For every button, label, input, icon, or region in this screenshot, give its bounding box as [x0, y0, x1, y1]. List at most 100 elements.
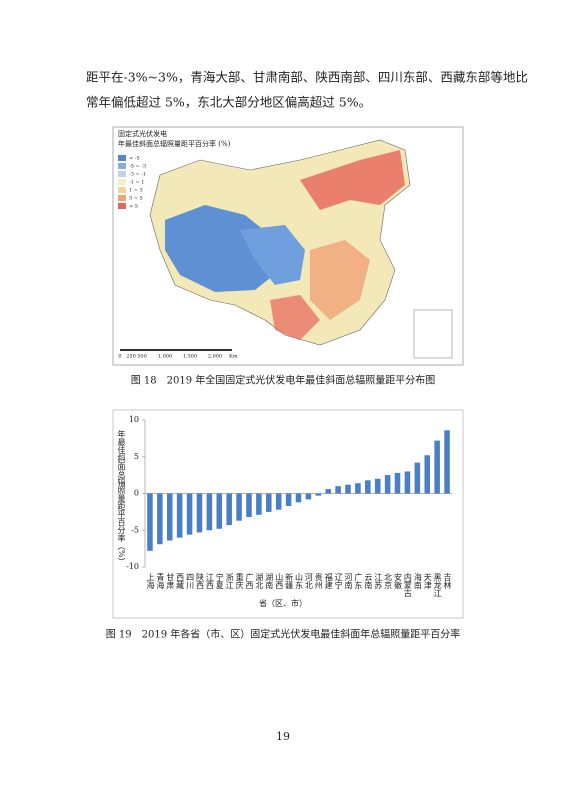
- bar: [335, 486, 341, 494]
- x-tick-label: 河南: [344, 572, 353, 589]
- bar: [216, 493, 223, 529]
- paragraph-line: 距平在-3%~3%，青海大部、甘肃南部、陕西南部、四川东部、西藏东部等地比: [86, 70, 528, 85]
- bar: [374, 478, 381, 494]
- map-title: 年最佳斜面总辐照量距平百分率 (%): [118, 139, 231, 148]
- scale-label: 500: [137, 354, 147, 360]
- figure-caption: 图 19 2019 年各省（市、区）固定式光伏发电最佳斜面年总辐照量距平百分率: [106, 628, 461, 641]
- legend-swatch: [118, 195, 126, 201]
- legend-label: 3 ~ 5: [129, 196, 143, 202]
- map-region: [300, 150, 405, 210]
- y-tick-label: 10: [129, 415, 139, 424]
- x-tick-label: 浙江: [225, 572, 234, 590]
- x-tick-label: 新疆: [285, 572, 294, 590]
- bar: [325, 489, 331, 494]
- bar: [166, 493, 173, 541]
- x-tick-label: 西藏: [176, 573, 185, 590]
- paragraph-line: 常年偏低超过 5%，东北大部分地区偏高超过 5%。: [86, 95, 371, 110]
- scale-unit: Km: [229, 354, 238, 360]
- map-title: 固定式光伏发电: [118, 129, 167, 138]
- legend-label: > 5: [129, 204, 138, 210]
- legend-swatch: [118, 155, 126, 161]
- bar: [246, 493, 252, 518]
- x-tick-label: 安徽: [394, 572, 403, 590]
- x-tick-label: 广东: [354, 572, 363, 589]
- legend-swatch: [118, 187, 126, 193]
- scale-label: 0: [118, 354, 121, 360]
- bar: [295, 493, 302, 503]
- bar: [226, 493, 232, 526]
- x-tick-label: 天津: [423, 573, 432, 590]
- x-tick-label: 吉林: [443, 573, 452, 590]
- legend-swatch: [118, 163, 126, 169]
- x-tick-label: 山东: [295, 572, 304, 589]
- x-tick-label: 江苏: [374, 573, 383, 590]
- x-tick-label: 宁夏: [215, 572, 224, 589]
- bar: [256, 493, 262, 515]
- bar: [424, 455, 431, 494]
- legend-label: -1 ~ 1: [129, 180, 144, 186]
- legend-label: -3 ~ -1: [129, 172, 146, 178]
- bar: [384, 475, 391, 494]
- x-tick-label: 福建: [324, 573, 333, 590]
- map-region: [165, 205, 280, 292]
- bar: [315, 493, 322, 496]
- x-tick-label: 甘肃: [166, 572, 175, 590]
- bar: [147, 493, 153, 551]
- x-tick-label: 黑龙江: [433, 573, 442, 598]
- bar: [285, 493, 292, 506]
- x-tick-label: 河北: [304, 572, 313, 590]
- bar: [434, 440, 440, 494]
- page-number: 19: [276, 730, 290, 743]
- bar: [176, 493, 183, 538]
- bar: [206, 493, 213, 531]
- x-tick-label: 湖南: [265, 573, 274, 589]
- bar: [444, 430, 450, 494]
- x-tick-label: 陕西: [195, 572, 204, 590]
- bar: [266, 493, 272, 512]
- bar: [186, 493, 193, 535]
- x-tick-label: 广西: [245, 572, 254, 590]
- y-tick-label: 5: [134, 452, 139, 461]
- bar: [345, 484, 351, 494]
- bar: [157, 493, 163, 545]
- x-tick-label: 上海: [146, 573, 155, 590]
- x-tick-label: 云南: [364, 573, 373, 589]
- y-axis-label: 年最佳斜面总辐照量距平百分率（%）: [117, 429, 126, 566]
- legend-swatch: [118, 179, 126, 185]
- legend-swatch: [118, 203, 126, 209]
- bar: [305, 493, 312, 500]
- x-tick-label: 青海: [156, 572, 165, 590]
- x-tick-label: 贵州: [314, 572, 323, 589]
- map-inset: [413, 309, 453, 359]
- scale-label: 1,000: [158, 354, 172, 360]
- map-figure: [112, 126, 464, 366]
- x-tick-label: 辽宁: [334, 573, 343, 589]
- bar: [414, 462, 421, 494]
- bar: [404, 471, 411, 494]
- x-tick-label: 重庆: [235, 572, 244, 590]
- y-tick-label: -5: [131, 525, 139, 534]
- scale-label: 250: [126, 354, 136, 360]
- x-tick-label: 湖北: [255, 573, 264, 590]
- bar: [196, 493, 203, 533]
- bar: [365, 480, 371, 494]
- legend-label: < -5: [129, 156, 140, 162]
- bar: [236, 493, 242, 521]
- map-region: [310, 240, 370, 320]
- legend-label: -5 ~ -3: [129, 164, 146, 170]
- x-axis-label: 省（区、市）: [259, 598, 307, 608]
- x-tick-label: 江西: [205, 573, 214, 590]
- legend-label: 1 ~ 3: [129, 188, 143, 194]
- figure-caption: 图 18 2019 年全国固定式光伏发电年最佳斜面总辐照量距平分布图: [131, 374, 436, 387]
- y-tick-label: -10: [126, 562, 139, 571]
- x-tick-label: 山西: [275, 572, 284, 590]
- map-region: [240, 225, 305, 285]
- x-tick-label: 内蒙古: [403, 572, 412, 598]
- bar: [394, 472, 401, 494]
- x-tick-label: 四川: [186, 573, 195, 589]
- scale-label: 2,000: [208, 354, 222, 360]
- bar: [355, 483, 361, 494]
- x-tick-label: 北京: [384, 573, 393, 590]
- map-region: [270, 295, 320, 340]
